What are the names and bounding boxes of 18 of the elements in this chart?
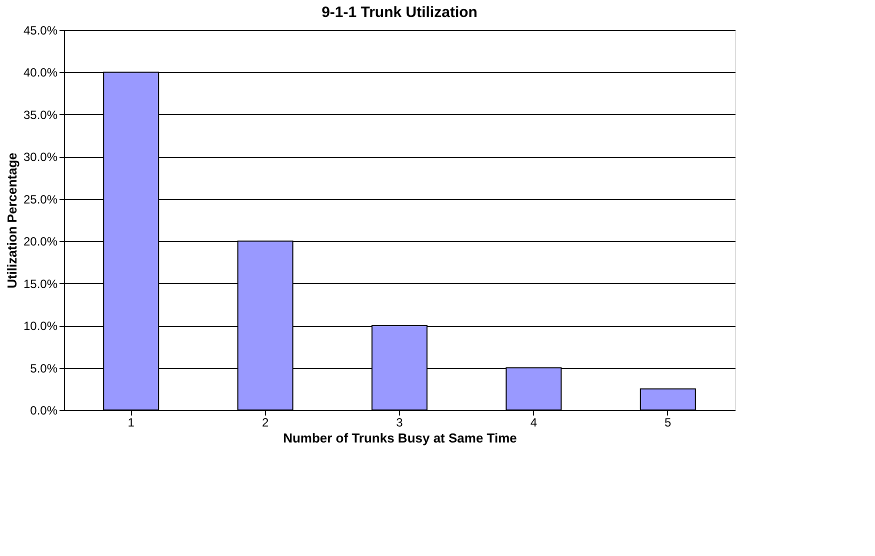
y-tick-label: 20.0% (23, 234, 58, 249)
x-axis-title: Number of Trunks Busy at Same Time (283, 430, 517, 446)
x-tick-label: 5 (664, 416, 672, 430)
chart-title: 9-1-1 Trunk Utilization (322, 4, 478, 21)
y-tick-label: 15.0% (23, 276, 58, 291)
x-tick-label: 1 (128, 416, 135, 430)
x-tick-label: 3 (396, 416, 404, 430)
y-tick-label: 5.0% (30, 361, 58, 376)
x-tick-label: 4 (530, 416, 538, 430)
y-tick-label: 35.0% (23, 108, 58, 122)
y-tick-label: 45.0% (23, 24, 58, 38)
y-tick-label: 25.0% (23, 192, 58, 206)
y-tick-label: 10.0% (23, 319, 58, 334)
y-tick-label: 40.0% (23, 66, 58, 80)
x-tick-label: 2 (262, 416, 269, 430)
y-tick-label: 0.0% (30, 404, 58, 418)
y-axis-title: Utilization Percentage (4, 152, 20, 288)
y-tick-label: 30.0% (23, 150, 58, 164)
